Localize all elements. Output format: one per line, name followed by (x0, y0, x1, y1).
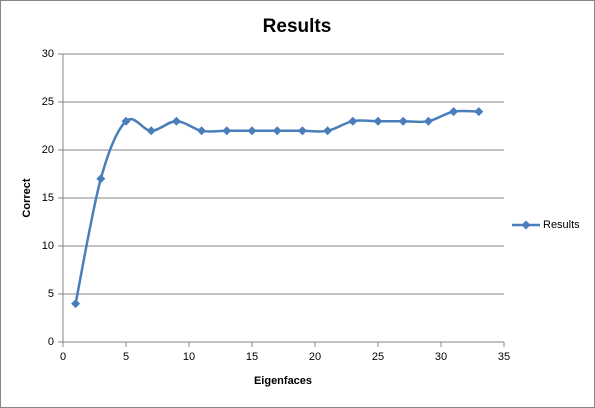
series-line (74, 109, 479, 304)
data-point (171, 116, 181, 126)
x-tick-label: 10 (183, 351, 195, 363)
data-point (423, 116, 433, 126)
x-tick-label: 20 (309, 351, 321, 363)
data-point (348, 116, 358, 126)
data-point (272, 126, 282, 136)
x-tick-label: 25 (372, 351, 384, 363)
data-point (398, 116, 408, 126)
data-point (146, 126, 156, 136)
data-point (222, 126, 232, 136)
y-tick-label: 30 (42, 48, 54, 60)
data-point (373, 116, 383, 126)
y-tick-label: 15 (42, 192, 54, 204)
data-point (197, 126, 207, 136)
x-tick-label: 30 (435, 351, 447, 363)
y-tick-label: 5 (48, 288, 54, 300)
y-axis-label: Correct (21, 178, 33, 217)
legend-marker (521, 220, 531, 230)
y-tick-label: 20 (42, 144, 54, 156)
x-tick-label: 35 (498, 351, 510, 363)
x-tick-label: 0 (60, 351, 66, 363)
y-tick-label: 10 (42, 240, 54, 252)
legend-label: Results (543, 219, 580, 231)
data-point (71, 299, 81, 309)
x-tick-label: 15 (246, 351, 258, 363)
y-tick-label: 25 (42, 96, 54, 108)
data-point (449, 107, 459, 117)
y-tick-label: 0 (48, 336, 54, 348)
data-point (323, 126, 333, 136)
x-axis-label: Eigenfaces (254, 375, 312, 387)
data-point (96, 174, 106, 184)
data-point (247, 126, 257, 136)
x-tick-label: 5 (123, 351, 129, 363)
data-point (121, 116, 131, 126)
chart-title: Results (263, 16, 332, 37)
data-point (297, 126, 307, 136)
data-point (474, 107, 484, 117)
